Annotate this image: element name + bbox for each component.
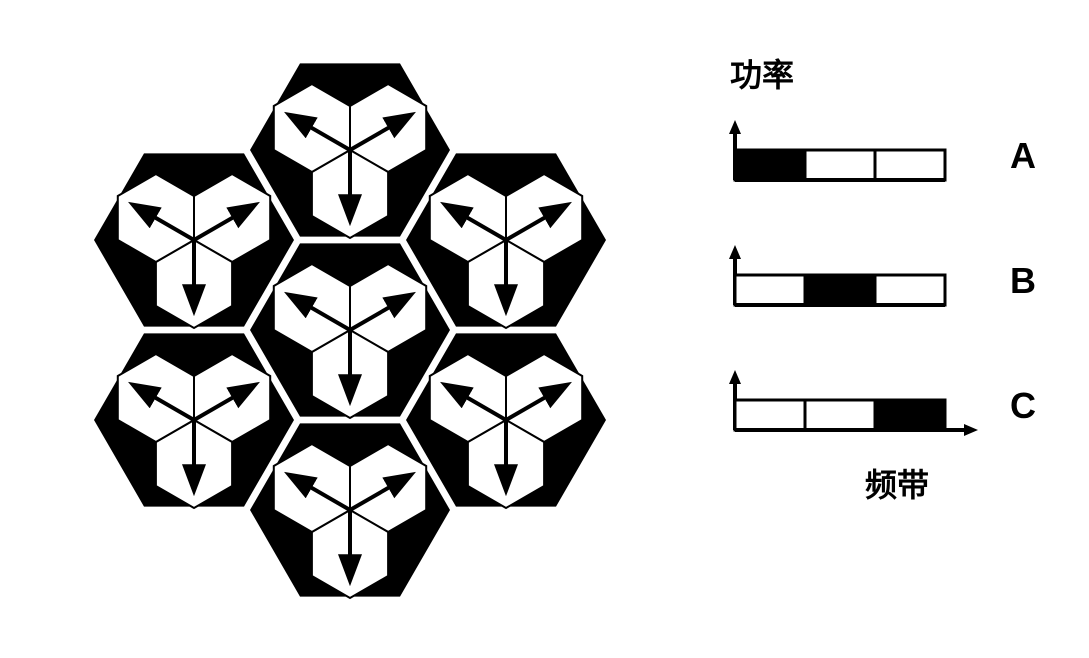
- y-axis-label: 功率: [730, 50, 794, 96]
- hex-cluster-svg: [40, 20, 660, 640]
- band-b-svg: [720, 245, 980, 315]
- series-b-label: B: [1010, 260, 1036, 302]
- frequency-legend: 功率 A B: [720, 60, 1070, 560]
- x-axis-label: 频带: [865, 460, 929, 506]
- band-c-svg: [720, 370, 1000, 440]
- band-row-b: B: [720, 245, 980, 320]
- band-row-a: A: [720, 120, 980, 195]
- band-a-svg: [720, 120, 980, 190]
- series-a-label: A: [1010, 135, 1036, 177]
- cell-diagram: [40, 20, 660, 640]
- band-row-c: C: [720, 370, 1000, 445]
- series-c-label: C: [1010, 385, 1036, 427]
